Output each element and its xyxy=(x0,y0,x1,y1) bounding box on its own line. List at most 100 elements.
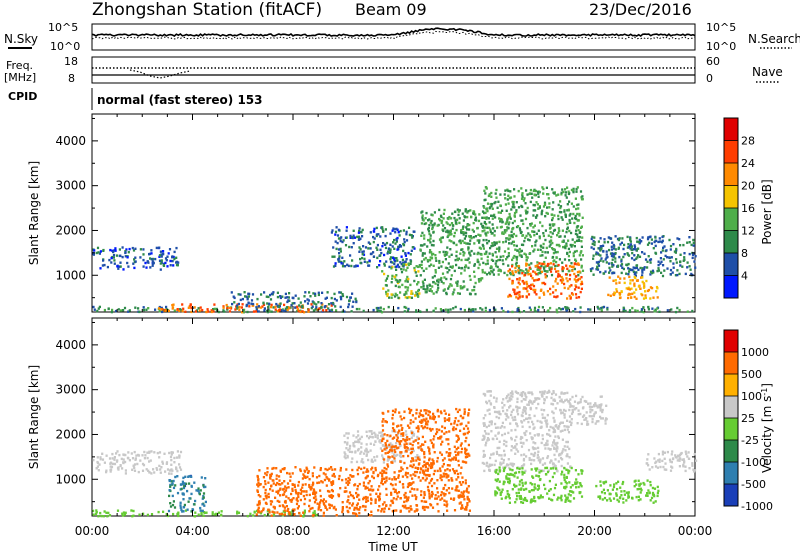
heat-cell xyxy=(380,431,383,434)
heat-cell xyxy=(502,255,505,258)
heat-cell xyxy=(483,435,486,438)
heat-cell xyxy=(658,237,661,240)
heat-cell xyxy=(427,230,431,233)
heat-cell xyxy=(453,470,456,473)
heat-cell xyxy=(95,251,98,255)
heat-cell xyxy=(605,250,608,253)
heat-cell xyxy=(640,308,643,311)
heat-cell xyxy=(423,243,426,246)
heat-cell xyxy=(554,464,557,468)
heat-cell xyxy=(653,310,656,313)
heat-cell xyxy=(580,495,584,498)
heat-cell xyxy=(472,230,475,233)
heat-cell xyxy=(496,206,499,209)
heat-cell xyxy=(175,256,178,259)
heat-cell xyxy=(448,285,451,288)
heat-cell xyxy=(284,489,288,492)
heat-cell xyxy=(555,469,559,472)
heat-cell xyxy=(690,272,693,276)
heat-cell xyxy=(351,457,354,460)
heat-cell xyxy=(416,435,419,439)
heat-cell xyxy=(522,464,525,467)
heat-cell xyxy=(404,286,407,289)
heat-cell xyxy=(394,278,397,282)
heat-cell xyxy=(197,307,200,310)
heat-cell xyxy=(589,308,592,311)
heat-cell xyxy=(168,451,171,455)
heat-cell xyxy=(675,258,678,261)
heat-cell xyxy=(409,262,412,265)
heat-cell xyxy=(131,468,134,471)
heat-cell xyxy=(324,473,327,476)
heat-cell xyxy=(447,310,450,314)
heat-cell xyxy=(364,449,367,452)
heat-cell xyxy=(300,490,303,493)
heat-cell xyxy=(566,203,569,206)
heat-cell xyxy=(530,274,533,278)
heat-cell xyxy=(405,438,409,442)
heat-cell xyxy=(466,258,469,262)
heat-cell xyxy=(532,214,535,217)
heat-cell xyxy=(395,274,398,277)
heat-cell xyxy=(419,274,422,277)
heat-cell xyxy=(412,433,416,436)
heat-cell xyxy=(491,252,494,256)
heat-cell xyxy=(367,450,370,454)
heat-cell xyxy=(443,288,446,291)
heat-cell xyxy=(483,229,486,232)
heat-cell xyxy=(465,505,468,509)
heat-cell xyxy=(336,241,339,245)
colorbar-tick-label: 4 xyxy=(741,270,748,283)
heat-cell xyxy=(614,252,617,255)
heat-cell xyxy=(604,258,607,261)
heat-cell xyxy=(429,288,432,291)
heat-cell xyxy=(545,442,548,445)
heat-cell xyxy=(558,395,561,399)
heat-cell xyxy=(528,239,531,242)
heat-cell xyxy=(468,454,471,457)
colorbar-swatch xyxy=(724,230,738,254)
heat-cell xyxy=(362,484,365,487)
heat-cell xyxy=(485,461,489,465)
heat-cell xyxy=(291,487,294,491)
heat-cell xyxy=(547,262,550,266)
heat-cell xyxy=(176,491,180,495)
heat-cell xyxy=(567,400,571,403)
heat-cell xyxy=(495,400,498,403)
heat-cell xyxy=(456,451,460,455)
heat-cell xyxy=(415,291,418,294)
heat-cell xyxy=(567,431,571,434)
heat-cell xyxy=(520,255,523,258)
nsearch-tick-high: 10^5 xyxy=(706,21,736,34)
heat-cell xyxy=(450,497,453,500)
heat-cell xyxy=(617,246,620,249)
heat-cell xyxy=(477,233,480,236)
heat-cell xyxy=(483,220,486,224)
heat-cell xyxy=(167,309,170,313)
heat-cell xyxy=(275,477,278,480)
heat-cell xyxy=(446,271,449,274)
heat-cell xyxy=(529,235,532,238)
heat-cell xyxy=(228,306,231,309)
heat-cell xyxy=(436,410,439,413)
heat-cell xyxy=(415,274,418,277)
heat-cell xyxy=(92,513,95,516)
heat-cell xyxy=(501,209,504,212)
heat-cell xyxy=(657,263,660,267)
heat-cell xyxy=(503,426,506,429)
heat-cell xyxy=(419,248,422,251)
heat-cell xyxy=(559,200,562,203)
heat-cell xyxy=(330,483,333,487)
heat-cell xyxy=(557,496,560,499)
heat-cell xyxy=(401,468,404,471)
heat-cell xyxy=(107,511,110,515)
heat-cell xyxy=(470,236,473,240)
heat-cell xyxy=(530,468,533,471)
heat-cell xyxy=(638,240,642,244)
heat-cell xyxy=(643,266,646,269)
heat-cell xyxy=(457,453,460,456)
heat-cell xyxy=(494,492,497,495)
heat-cell xyxy=(533,224,536,227)
heat-cell xyxy=(455,485,458,488)
heat-cell xyxy=(546,443,549,446)
